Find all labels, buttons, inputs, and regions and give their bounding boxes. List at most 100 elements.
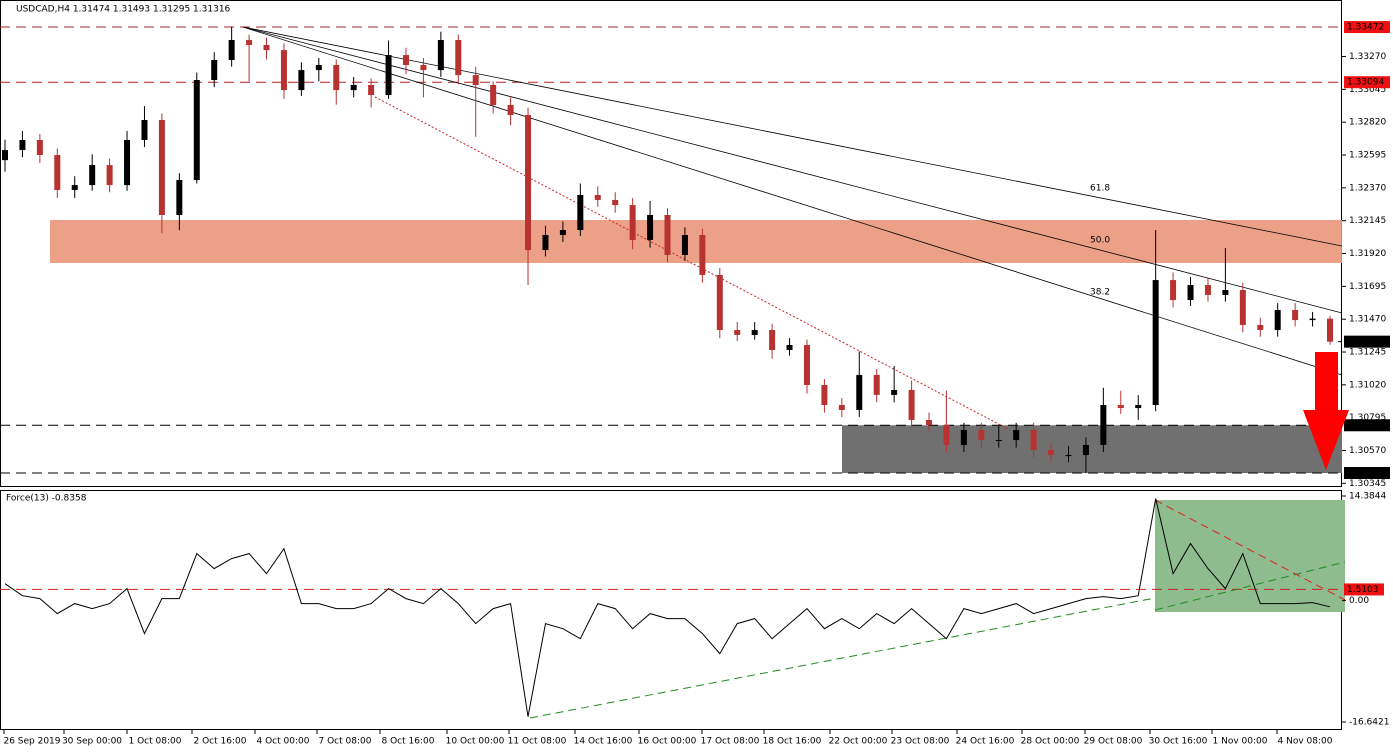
x-tick-label: 28 Oct 00:00 <box>1021 737 1080 747</box>
candle-body <box>1187 285 1194 301</box>
candle-body <box>490 84 497 105</box>
candle-body <box>926 420 933 425</box>
y-tick-label: 1.33270 <box>1349 52 1386 62</box>
candle-body <box>716 274 723 330</box>
fib-fan-line <box>242 26 1343 376</box>
candle-body <box>1030 429 1037 450</box>
candle-body <box>54 155 61 191</box>
candle-body <box>681 234 688 255</box>
price-label: 1.33094 <box>1347 78 1384 88</box>
trend-line <box>1154 561 1346 611</box>
down-arrow <box>1303 352 1349 470</box>
candle-body <box>594 195 601 200</box>
candle-body <box>1048 449 1055 456</box>
candle-body <box>193 80 200 180</box>
y-tick-label: 1.32370 <box>1349 183 1386 193</box>
price-label: 1.30743 <box>1347 421 1384 431</box>
candle-body <box>1117 404 1124 409</box>
y-tick-label: 1.31695 <box>1349 282 1386 292</box>
candle-body <box>647 214 654 240</box>
price-label-box <box>1344 335 1390 348</box>
candle-body <box>1239 290 1246 326</box>
candle-body <box>1013 429 1020 441</box>
candle-body <box>559 230 566 235</box>
y-tick-label: 1.32595 <box>1349 151 1386 161</box>
candle-body <box>856 374 863 410</box>
highlight-box <box>1155 500 1345 612</box>
candle-body <box>821 384 828 405</box>
candle-body <box>525 115 532 251</box>
candle-body <box>908 389 915 421</box>
x-tick-label: 11 Oct 08:00 <box>508 737 567 747</box>
candle-body <box>36 139 43 156</box>
candle-body <box>385 55 392 96</box>
candle-body <box>368 84 375 96</box>
price-label-box <box>1344 21 1390 34</box>
price-label-box <box>1344 76 1390 89</box>
candle-body <box>315 64 322 71</box>
y-tick-label: 1.31470 <box>1349 315 1386 325</box>
x-tick-label: 30 Sep 00:00 <box>62 737 122 747</box>
x-tick-label: 10 Oct 00:00 <box>446 737 505 747</box>
candle-body <box>664 214 671 255</box>
candle-body <box>350 84 357 91</box>
candle-body <box>437 40 444 71</box>
y-tick-label: 1.31020 <box>1349 380 1386 390</box>
candle-body <box>786 345 793 350</box>
candle-body <box>1170 280 1177 301</box>
fib-fan-line <box>242 26 1343 247</box>
candle-body <box>978 429 985 441</box>
fib-label: 61.8 <box>1090 184 1110 194</box>
x-tick-label: 1 Nov 00:00 <box>1213 737 1268 747</box>
y-tick-label: 1.33045 <box>1349 85 1386 95</box>
y-tick-label: 0.00 <box>1349 596 1369 606</box>
symbol-info: USDCAD,H4 1.31474 1.31493 1.31295 1.3131… <box>16 5 231 15</box>
resistance-zone <box>50 220 1342 263</box>
y-tick-label: 14.3844 <box>1349 492 1386 502</box>
candle-body <box>1065 455 1072 457</box>
candle-body <box>89 165 96 186</box>
trend-line <box>1154 499 1346 601</box>
candle-body <box>734 329 741 335</box>
fib-label: 50.0 <box>1090 236 1110 246</box>
candle-body <box>1309 318 1316 321</box>
candle-body <box>699 234 706 275</box>
x-tick-label: 8 Oct 16:00 <box>382 737 435 747</box>
candle-body <box>960 429 967 445</box>
candle-body <box>803 345 810 385</box>
candle-body <box>402 55 409 65</box>
candle-body <box>455 40 462 76</box>
x-tick-label: 29 Oct 08:00 <box>1084 737 1143 747</box>
candle-body <box>106 165 113 186</box>
candle-body <box>629 205 636 240</box>
candle-body <box>1292 309 1299 321</box>
candle-body <box>280 50 287 91</box>
candle-body <box>124 139 131 186</box>
candle-body <box>158 120 165 215</box>
candle-body <box>71 185 78 191</box>
candle-body <box>211 60 218 81</box>
x-tick-label: 24 Oct 16:00 <box>956 737 1015 747</box>
force-line <box>4 498 1331 717</box>
candle-body <box>141 120 148 140</box>
candle-body <box>1082 444 1089 456</box>
candle-body <box>1204 285 1211 295</box>
candle-body <box>751 329 758 335</box>
price-label-box <box>1344 466 1390 479</box>
x-tick-label: 22 Oct 00:00 <box>829 737 888 747</box>
candle-body <box>263 44 270 51</box>
x-tick-label: 30 Oct 16:00 <box>1149 737 1208 747</box>
candle-body <box>612 199 619 206</box>
candle-body <box>1327 318 1333 342</box>
candle-body <box>769 329 776 350</box>
candle-body <box>1274 309 1281 330</box>
trend-line <box>529 597 1156 719</box>
x-tick-label: 7 Oct 08:00 <box>319 737 372 747</box>
y-tick-label: 1.30570 <box>1349 446 1386 456</box>
y-tick-label: -16.6421 <box>1349 718 1389 728</box>
candle-body <box>1222 290 1229 295</box>
level-label: 1.5103 <box>1347 585 1379 595</box>
candle-body <box>1152 280 1159 405</box>
candle-body <box>838 404 845 410</box>
